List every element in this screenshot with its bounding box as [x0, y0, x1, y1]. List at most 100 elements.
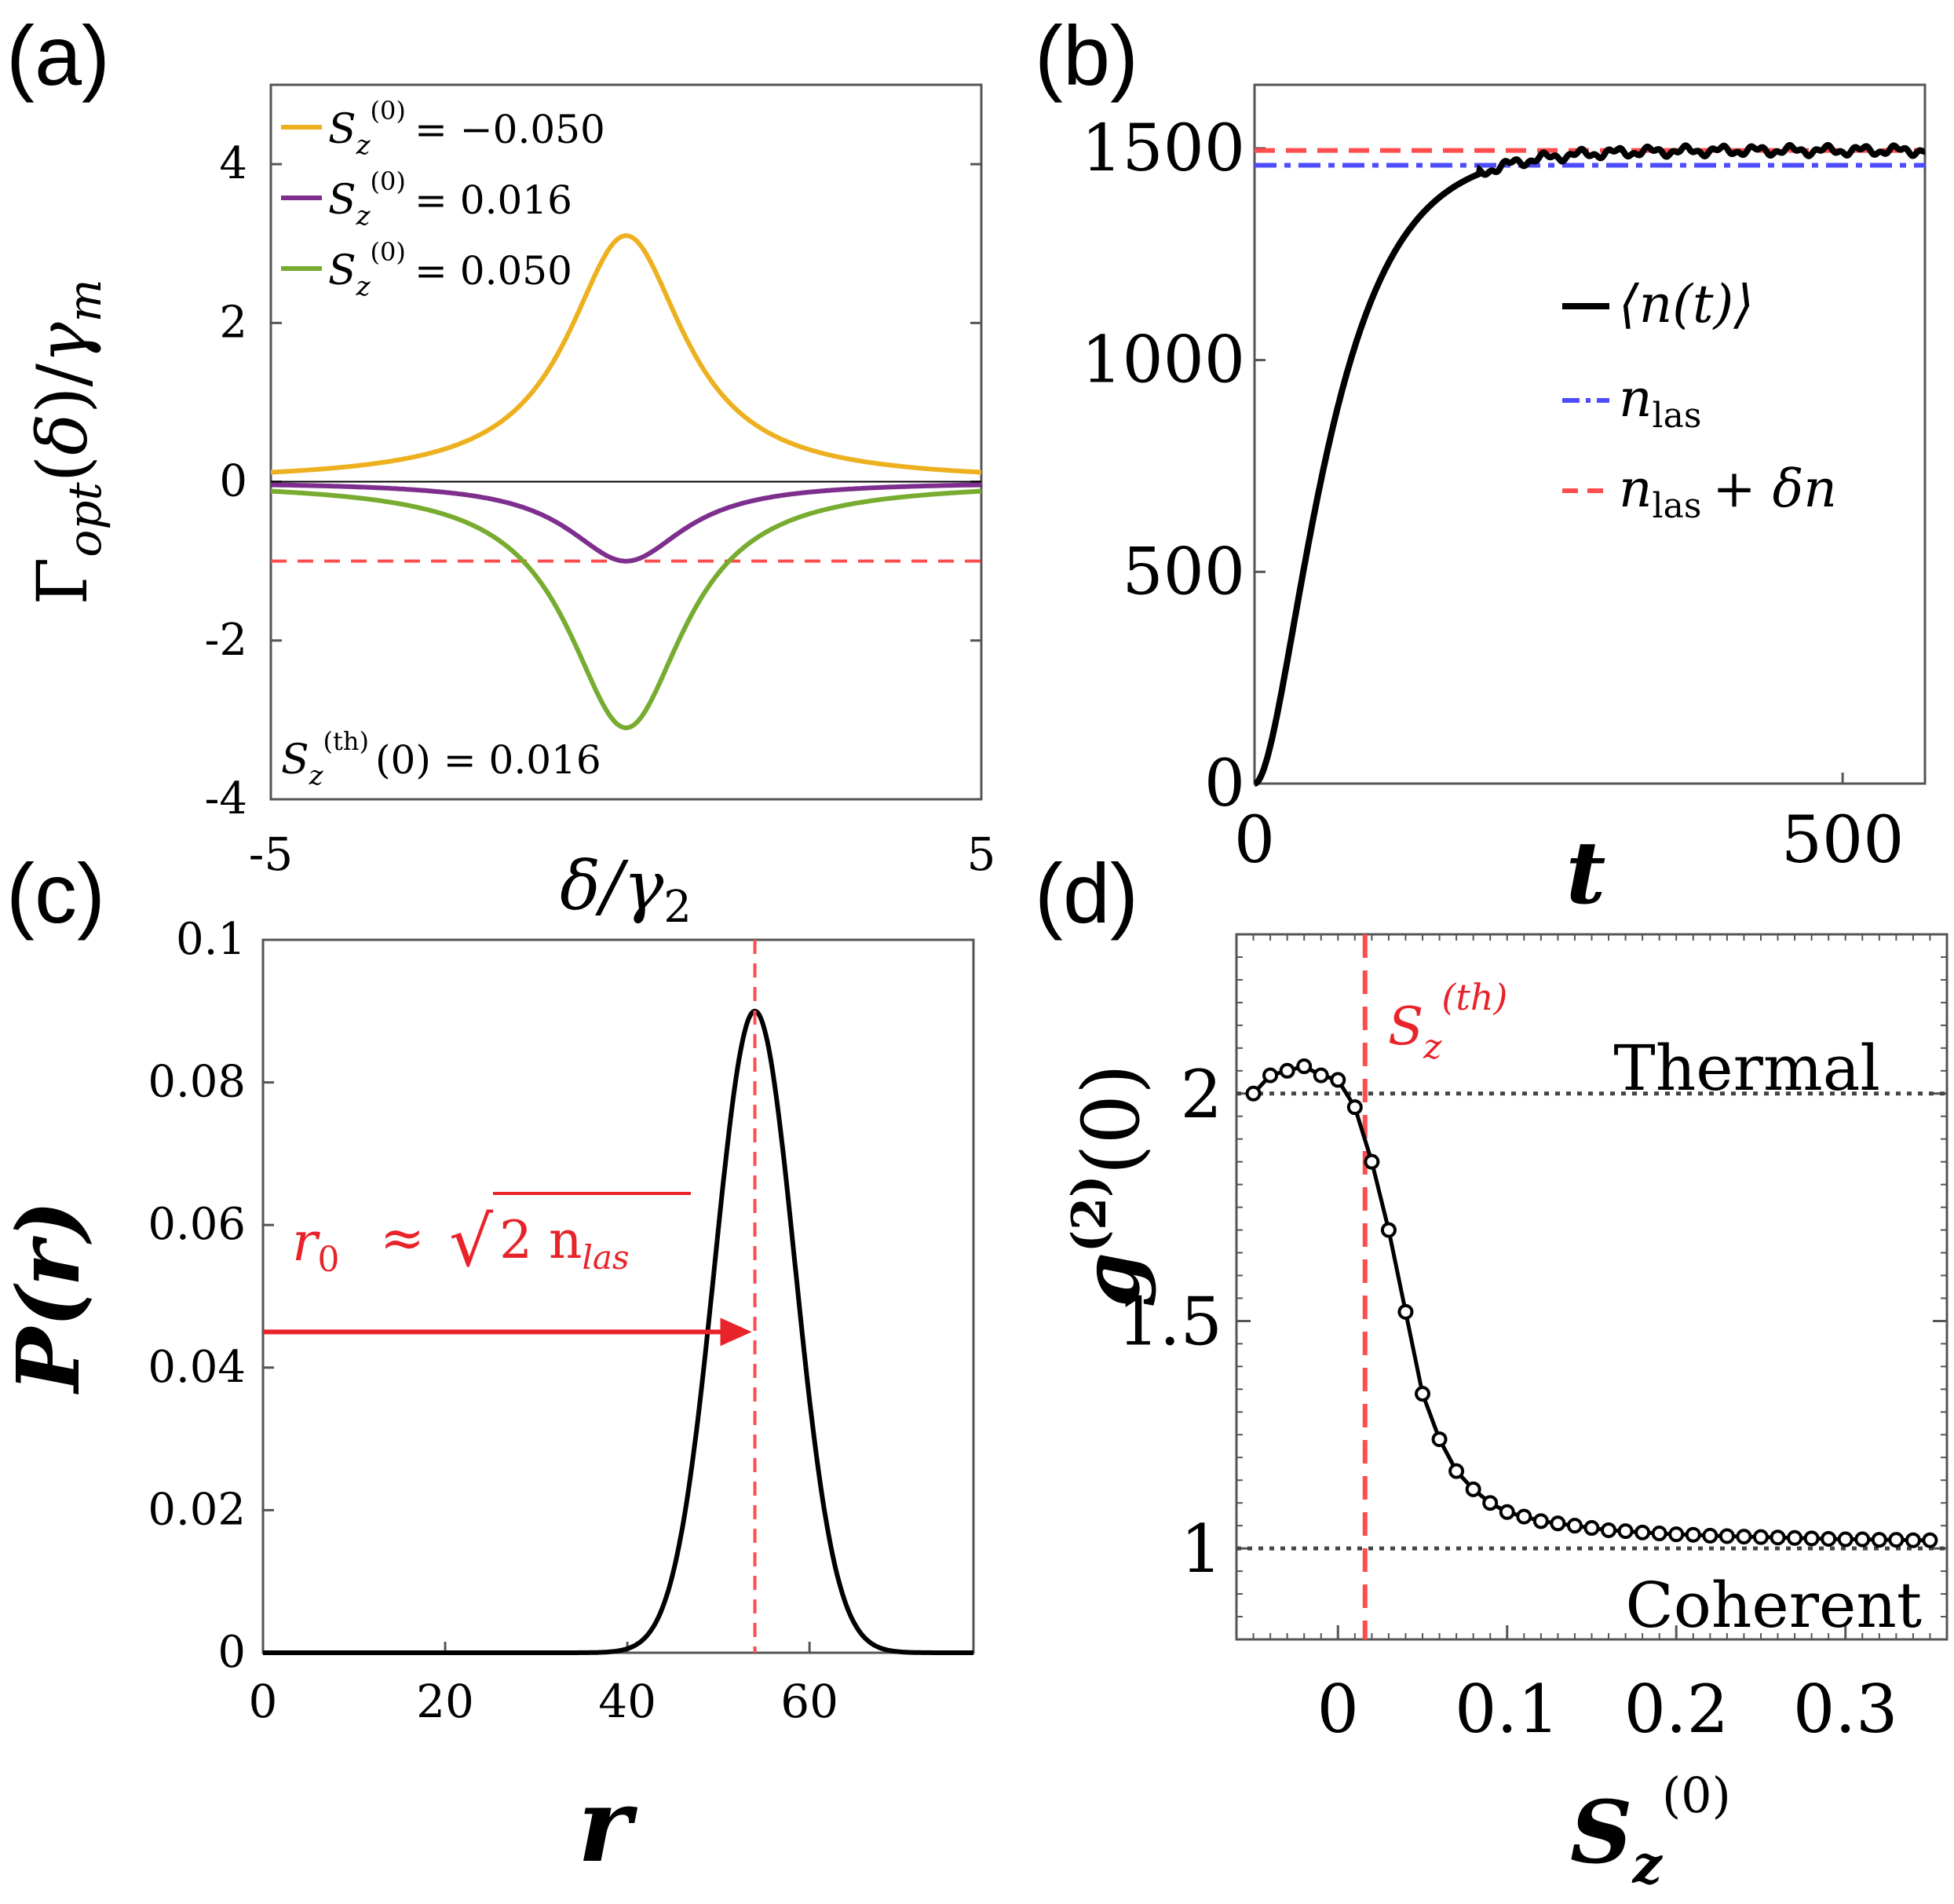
series-a	[270, 233, 982, 731]
g2-point-11	[1431, 1431, 1448, 1448]
reference-lines-a	[271, 481, 981, 563]
annotation-r0-rad: 2 nlas	[499, 1210, 630, 1277]
xlabel-a: δ/γ2	[560, 847, 692, 933]
ylabel-c: P(r)	[0, 1201, 99, 1395]
ytick-label-a-3: -2	[204, 615, 247, 666]
g2-point-9	[1397, 1303, 1414, 1320]
x-tick-labels-d: 0 0.1 0.2 0.3	[1317, 1671, 1898, 1748]
panel-c: 0.1 0.08 0.06 0.04 0.02 0 0 20 40 60 r0 ≈ √ 2 nl…	[0, 914, 975, 1885]
xtick-label-a-0: -5	[249, 828, 294, 881]
legend-sz-a-3: Sz(0)	[328, 237, 406, 302]
ytick-label-d-2: 1	[1181, 1511, 1222, 1588]
xlabel-b: t	[1566, 822, 1606, 923]
ytick-label-c-1: 0.08	[148, 1057, 246, 1108]
series-a-1	[270, 233, 982, 475]
g2-point-28	[1718, 1528, 1735, 1544]
coherent-label: Coherent	[1626, 1569, 1923, 1642]
g2-point-6	[1346, 1099, 1363, 1116]
legend-label-b-1: ⟨n(t)⟩	[1619, 274, 1754, 334]
xtick-label-c-1: 20	[416, 1675, 474, 1728]
g2-point-21	[1601, 1522, 1617, 1538]
panel-a: 4 2 0 -2 -4 -5 5 Sz(0) = −0.050 Sz(0) = 0.016…	[22, 83, 996, 933]
tick-marks-c	[261, 938, 811, 1654]
ylabel-a: Γopt(δ)/γm	[22, 279, 111, 605]
x-tick-labels-a: -5 5	[249, 828, 996, 881]
g2-point-32	[1787, 1529, 1803, 1546]
g2-point-38	[1888, 1532, 1905, 1548]
xtick-label-d-1: 0.1	[1455, 1671, 1560, 1748]
g2-point-29	[1736, 1529, 1752, 1545]
panel-label-b: (b)	[1035, 8, 1138, 103]
g2-point-23	[1634, 1524, 1651, 1540]
xtick-label-d-0: 0	[1317, 1671, 1359, 1748]
annotation-r0-sqrt: √	[449, 1201, 494, 1282]
series-a-2	[270, 482, 982, 564]
g2-point-22	[1617, 1523, 1634, 1540]
legend-label-b-3: nlas + δn	[1619, 459, 1837, 526]
panel-label-c: (c)	[6, 846, 105, 941]
reference-lines-d	[1236, 934, 1947, 1639]
g2-point-26	[1685, 1526, 1701, 1543]
g2-point-15	[1499, 1504, 1515, 1520]
xlabel-c: r	[578, 1765, 638, 1885]
y-tick-labels-a: 4 2 0 -2 -4	[204, 138, 247, 824]
xtick-label-c-2: 40	[598, 1675, 656, 1728]
y-tick-labels-d: 21.51	[1117, 1056, 1222, 1588]
ytick-label-b-3: 0	[1204, 747, 1245, 821]
g2-point-39	[1905, 1532, 1921, 1548]
g2-point-36	[1854, 1531, 1871, 1548]
axes-box-b	[1253, 83, 1927, 785]
legend-b: ⟨n(t)⟩ nlas nlas + δn	[1562, 274, 1837, 526]
axes-box-a	[269, 83, 983, 801]
ytick-label-d-0: 2	[1181, 1056, 1222, 1133]
g2-point-27	[1702, 1527, 1718, 1544]
g2-point-20	[1583, 1520, 1600, 1537]
g2-point-14	[1482, 1495, 1499, 1511]
reference-lines-b	[1255, 148, 1925, 168]
xtick-label-c-0: 0	[249, 1675, 278, 1728]
legend-sz-a-1: Sz(0)	[328, 96, 406, 161]
legend-value-a-3: = 0.050	[415, 248, 572, 294]
ytick-label-a-0: 4	[219, 138, 247, 189]
legend-value-a-1: = −0.050	[415, 107, 605, 152]
xtick-label-b-1: 500	[1781, 803, 1905, 878]
x-tick-labels-c: 0 20 40 60	[249, 1675, 839, 1728]
panel-b: 1500 1000 500 0 0 500 ⟨n(t)⟩ nlas nlas + δn t	[1081, 83, 1927, 923]
g2-point-35	[1837, 1531, 1854, 1548]
r0-arrow-head	[720, 1317, 752, 1347]
g2-point-37	[1871, 1532, 1887, 1548]
annotation-r0-lhs: r0	[292, 1211, 340, 1280]
ytick-label-c-0: 0.1	[176, 914, 246, 965]
series-n-t	[1254, 141, 1926, 787]
g2-point-13	[1465, 1481, 1481, 1497]
g2-point-12	[1448, 1463, 1465, 1479]
annotation-r0: r0 ≈ √ 2 nlas	[292, 1192, 691, 1282]
x-tick-labels-b: 0 500	[1234, 803, 1904, 878]
ytick-label-c-5: 0	[217, 1627, 246, 1678]
g2-point-24	[1651, 1526, 1667, 1542]
panel-d: 21.51 0 0.1 0.2 0.3 Sz(th) Thermal Coherent…	[1062, 933, 1949, 1895]
g2-point-18	[1550, 1515, 1566, 1532]
series-d	[1245, 1058, 1938, 1548]
g2-point-7	[1364, 1153, 1380, 1170]
ylabel-d: g(2)(0)	[1062, 1064, 1157, 1307]
g2-point-4	[1313, 1067, 1329, 1084]
xtick-label-c-3: 60	[780, 1675, 838, 1728]
g2-point-0	[1245, 1085, 1262, 1102]
series-p-r	[263, 1008, 973, 1655]
ytick-label-a-2: 0	[219, 456, 247, 507]
xtick-label-d-3: 0.3	[1793, 1671, 1898, 1748]
axes-box-c	[261, 938, 975, 1654]
ytick-label-c-3: 0.04	[148, 1342, 246, 1393]
legend-a: Sz(0) = −0.050 Sz(0) = 0.016 Sz(0) = 0.0…	[281, 96, 605, 302]
ytick-label-a-1: 2	[219, 297, 247, 348]
ytick-label-b-0: 1500	[1081, 111, 1245, 186]
g2-point-5	[1330, 1072, 1346, 1088]
legend-sz-a-2: Sz(0)	[328, 166, 406, 232]
g2-point-2	[1279, 1062, 1295, 1079]
g2-point-1	[1262, 1067, 1279, 1084]
annotation-value-a: (0) = 0.016	[375, 737, 601, 783]
ytick-label-b-2: 500	[1122, 535, 1245, 609]
series-b	[1254, 141, 1926, 787]
